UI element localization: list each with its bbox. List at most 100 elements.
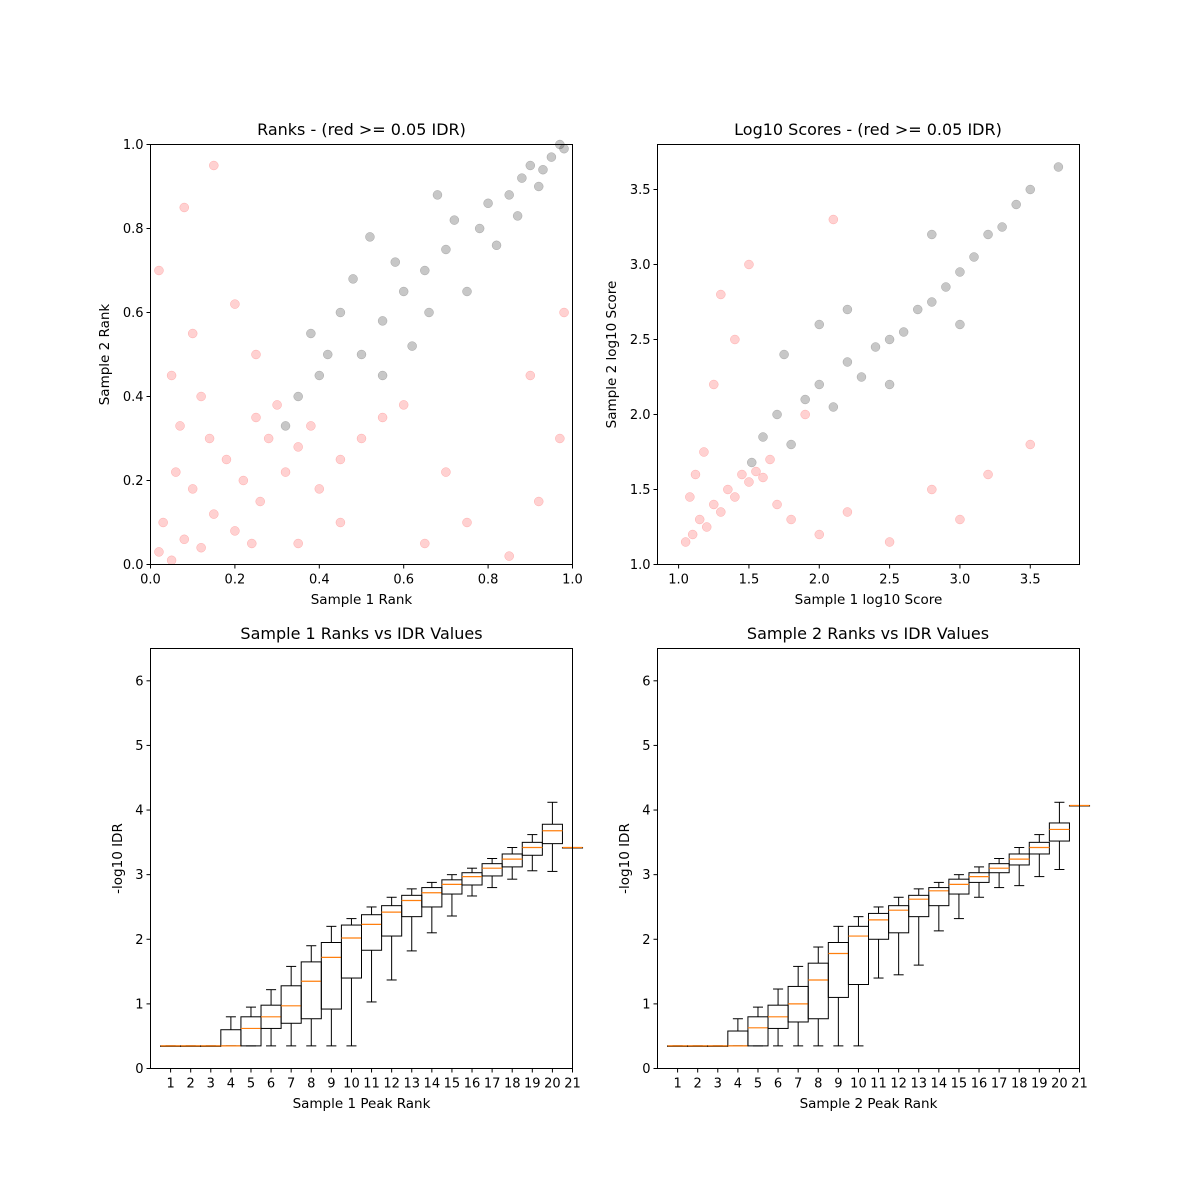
x-tick-label: 18	[504, 1077, 521, 1092]
fail-point	[814, 529, 825, 540]
fail-point	[751, 466, 761, 477]
pass-point	[814, 379, 825, 390]
iqr-box	[928, 887, 950, 907]
fail-point	[221, 454, 232, 465]
axes-frame	[657, 648, 1080, 1069]
x-tick-label: 12	[890, 1077, 907, 1092]
pass-point	[758, 432, 768, 442]
y-tick-label: 2	[135, 933, 143, 948]
x-tick-label: 0.6	[393, 573, 414, 588]
x-tick-label: 0.4	[309, 573, 330, 588]
pass-point	[432, 190, 443, 200]
fail-point	[690, 469, 701, 480]
x-tick-label: 13	[910, 1077, 927, 1092]
fail-point	[272, 400, 282, 410]
plot-area	[160, 801, 584, 1047]
fail-point	[166, 555, 177, 566]
x-tick-label: 20	[544, 1077, 561, 1092]
panel-title: Sample 2 Ranks vs IDR Values	[747, 624, 989, 643]
x-tick-label: 1.0	[562, 573, 583, 588]
fail-point	[685, 492, 695, 502]
x-tick-label: 10	[850, 1077, 867, 1092]
fail-point	[555, 433, 565, 444]
x-tick-label: 20	[1051, 1077, 1068, 1092]
x-tick-label: 16	[971, 1077, 988, 1092]
pass-point	[884, 379, 895, 390]
fail-point	[251, 349, 261, 360]
pass-point	[870, 342, 881, 352]
x-axis: 1 2 3 4 5 6 7 8 9 10 11 12 13 14 15 16 17 18 19 20 21	[166, 1068, 581, 1092]
fail-point	[280, 467, 291, 477]
fail-point	[154, 265, 164, 276]
y-tick-label: 3	[135, 868, 143, 883]
x-tick-label: 0.0	[140, 573, 161, 588]
y-tick-label: 2.0	[630, 408, 651, 423]
fail-point	[441, 467, 451, 477]
y-axis: 0 1 2 3 4 5 6	[642, 674, 658, 1077]
fail-point	[175, 421, 185, 431]
fail-point	[356, 433, 367, 444]
iqr-box	[747, 1016, 769, 1047]
fail-point	[196, 391, 206, 402]
y-tick-label: 1.0	[630, 558, 651, 573]
pass-point	[449, 215, 460, 225]
x-tick-label: 1.0	[668, 573, 689, 588]
y-tick-label: 1	[135, 997, 143, 1012]
fail-point	[709, 379, 719, 390]
pass-point	[420, 265, 430, 276]
pass-point	[517, 173, 527, 183]
y-tick-label: 6	[642, 674, 650, 689]
x-tick-label: 6	[267, 1077, 275, 1092]
fail-point	[255, 496, 265, 507]
pass-point	[377, 370, 388, 381]
x-axis: 1.0 1.5 2.0 2.5 3.0 3.5	[668, 564, 1041, 588]
iqr-box	[521, 841, 543, 856]
fail-point	[251, 412, 261, 423]
fail-point	[983, 469, 993, 480]
fail-point	[730, 492, 740, 502]
y-tick-label: 4	[135, 804, 143, 819]
fail-point	[737, 469, 747, 480]
x-tick-label: 3	[714, 1077, 722, 1092]
x-tick-label: 19	[1031, 1077, 1048, 1092]
fail-point	[1025, 439, 1036, 450]
fail-point	[744, 259, 754, 270]
pass-point	[538, 164, 548, 175]
fail-point	[701, 522, 712, 532]
fail-point	[694, 514, 705, 525]
pass-point	[306, 328, 316, 339]
fail-point	[314, 484, 325, 494]
x-axis-label: Sample 1 log10 Score	[795, 592, 943, 608]
x-tick-label: 16	[464, 1077, 481, 1092]
y-tick-label: 0.8	[123, 222, 144, 237]
fail-point	[786, 514, 796, 525]
fail-point	[293, 442, 303, 452]
pass-point	[779, 349, 789, 360]
pass-point	[314, 370, 325, 381]
fail-point	[171, 467, 181, 477]
y-axis: 0 1 2 3 4 5 6	[135, 674, 151, 1077]
x-tick-label: 1.5	[739, 573, 760, 588]
x-tick-label: 1	[673, 1077, 681, 1092]
fail-point	[559, 307, 569, 318]
x-tick-label: 14	[931, 1077, 948, 1092]
y-axis-label: -log10 IDR	[110, 823, 126, 894]
fail-point	[723, 484, 733, 495]
x-tick-label: 3.0	[950, 573, 971, 588]
y-tick-label: 3.0	[630, 258, 651, 273]
pass-point	[814, 319, 825, 330]
y-axis-label: Sample 2 Rank	[97, 304, 113, 406]
iqr-box	[1028, 841, 1050, 855]
iqr-box	[441, 879, 463, 895]
x-tick-label: 19	[524, 1077, 541, 1092]
fail-point	[687, 529, 698, 540]
fail-point	[209, 160, 219, 171]
panel-title: Sample 1 Ranks vs IDR Values	[240, 624, 482, 643]
x-tick-label: 1	[166, 1077, 174, 1092]
fail-point	[420, 538, 430, 549]
pass-point	[546, 152, 557, 162]
fail-point	[716, 507, 726, 517]
pass-point	[856, 372, 867, 382]
iqr-box	[421, 887, 443, 908]
